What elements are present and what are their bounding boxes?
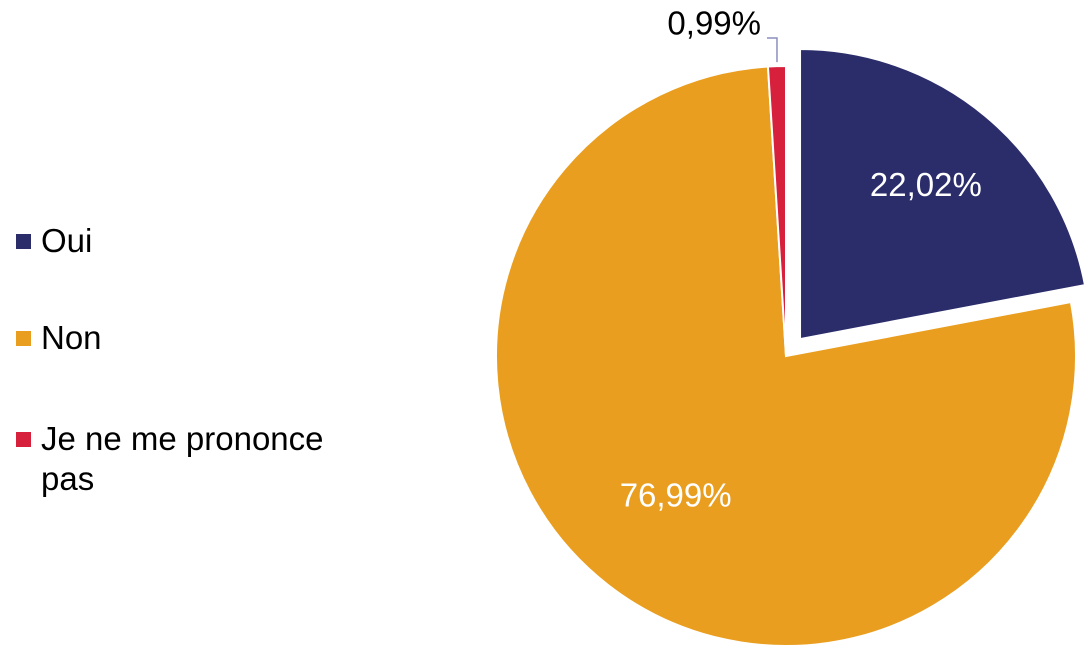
pie-labels: 22,02% 76,99% 0,99% [620, 5, 982, 514]
data-label-oui: 22,02% [870, 166, 982, 203]
pie-slice-non [495, 65, 1077, 647]
legend-label-je-ne-me-prononce-pas: Je ne me prononce pas [41, 420, 324, 497]
legend-item-non: Non [16, 318, 371, 358]
legend: Oui Non Je ne me prononce pas [16, 0, 376, 649]
legend-item-oui: Oui [16, 221, 371, 261]
pie-slice-je-ne-me-prononce-pas [766, 64, 787, 357]
data-label-non: 76,99% [620, 477, 732, 514]
legend-swatch-non [16, 331, 31, 346]
legend-label-non: Non [41, 319, 102, 356]
data-label-je-ne-me-prononce-pas: 0,99% [667, 5, 761, 42]
legend-label-oui: Oui [41, 222, 93, 259]
legend-item-je-ne-me-prononce-pas: Je ne me prononce pas [16, 419, 371, 499]
leader-line-je-ne-me-prononce-pas [767, 37, 778, 63]
legend-swatch-je-ne-me-prononce-pas [16, 432, 31, 447]
pie-slices [495, 48, 1087, 647]
pie-slice-oui [799, 48, 1087, 341]
legend-swatch-oui [16, 234, 31, 249]
